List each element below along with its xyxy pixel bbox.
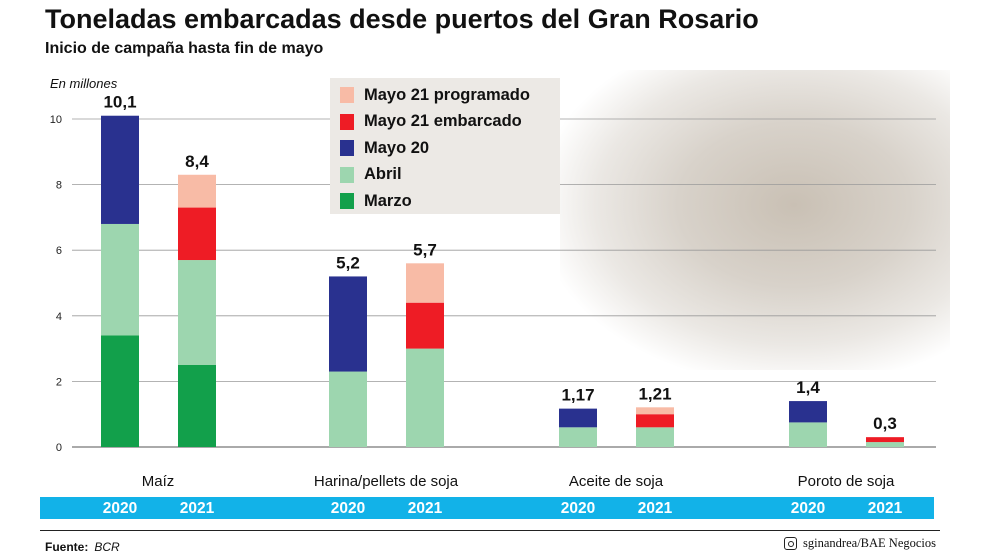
- bar-segment-mayo-21-embarcado: [406, 302, 444, 349]
- y-tick-label: 2: [56, 376, 62, 388]
- source-value: BCR: [94, 540, 120, 554]
- bar-segment-mayo-21-embarcado: [178, 207, 216, 261]
- y-tick-label: 4: [56, 311, 62, 323]
- bar-segment-abril: [101, 223, 139, 336]
- year-label: 2020: [330, 500, 366, 517]
- legend-label: Mayo 20: [364, 138, 430, 157]
- legend-label: Abril: [364, 165, 402, 183]
- year-label: 2021: [407, 500, 443, 517]
- bar-segment-abril: [559, 427, 597, 447]
- bar-segment-marzo: [101, 335, 139, 447]
- year-axis-band: [40, 497, 934, 519]
- x-category-label: Aceite de soja: [569, 473, 664, 490]
- bar-segment-marzo: [178, 365, 216, 447]
- year-label: 2020: [790, 500, 826, 517]
- bar-total-label: 5,7: [413, 240, 437, 259]
- legend-item: Marzo: [340, 190, 412, 212]
- bar-segment-abril: [636, 427, 674, 447]
- instagram-icon: [784, 537, 798, 550]
- bar-segment-mayo-20: [329, 276, 367, 372]
- legend-swatch: [340, 113, 354, 130]
- bar-total-label: 10,1: [103, 93, 136, 112]
- x-category-label: Harina/pellets de soja: [314, 473, 459, 490]
- legend-label: Marzo: [364, 191, 412, 210]
- year-label: 2021: [637, 500, 673, 517]
- legend-label: Mayo 21 embarcado: [364, 112, 522, 130]
- chart-legend: Mayo 21 programado Mayo 21 embarcado Mayo …: [330, 78, 560, 214]
- legend-label: Mayo 21 programado: [364, 85, 530, 104]
- source-label: Fuente:: [45, 540, 89, 554]
- bar-segment-abril: [329, 371, 367, 447]
- bar-segment-mayo-20: [101, 115, 139, 224]
- bar-total-label: 1,4: [796, 378, 820, 397]
- chart-subtitle: Inicio de campaña hasta fin de mayo: [45, 40, 324, 57]
- bar-segment-mayo-21-embarcado: [636, 414, 674, 428]
- bar-segment-mayo-21-programado: [178, 174, 216, 208]
- bar-segment-mayo-20: [559, 408, 597, 428]
- bar-segment-mayo-20: [789, 401, 827, 423]
- background-photo: [560, 70, 950, 370]
- legend-item: Abril: [340, 164, 402, 186]
- legend-item: Mayo 21 embarcado: [340, 111, 522, 133]
- y-tick-label: 6: [56, 245, 62, 257]
- legend-item: Mayo 20: [340, 137, 429, 159]
- y-axis-label: En millones: [50, 76, 118, 91]
- bar-total-label: 1,17: [561, 386, 594, 405]
- bar-segment-mayo-21-programado: [636, 407, 674, 415]
- x-category-label: Poroto de soja: [798, 473, 895, 490]
- legend-swatch: [340, 166, 354, 183]
- credit-text: sginandrea/BAE Negocios: [803, 536, 936, 550]
- y-tick-label: 8: [56, 180, 62, 192]
- bar-total-label: 0,3: [873, 414, 897, 433]
- source-note: Fuente: BCR: [45, 540, 120, 554]
- credit-note: sginandrea/BAE Negocios: [784, 536, 936, 551]
- legend-swatch: [340, 140, 354, 156]
- bar-total-label: 5,2: [336, 253, 360, 272]
- y-tick-label: 10: [50, 114, 62, 126]
- bar-total-label: 1,21: [638, 384, 671, 403]
- bar-total-label: 8,4: [185, 152, 209, 171]
- bar-segment-mayo-21-embarcado: [866, 437, 904, 443]
- bar-segment-abril: [406, 348, 444, 447]
- x-category-label: Maíz: [142, 473, 175, 490]
- legend-swatch: [340, 87, 354, 103]
- bar-segment-abril: [789, 422, 827, 447]
- footer-divider: [40, 530, 940, 531]
- year-label: 2021: [179, 500, 215, 517]
- year-label: 2021: [867, 500, 903, 517]
- bar-segment-abril: [866, 442, 904, 447]
- y-tick-label: 0: [56, 442, 62, 454]
- bar-segment-abril: [178, 260, 216, 365]
- year-label: 2020: [102, 500, 138, 517]
- legend-item: Mayo 21 programado: [340, 84, 530, 106]
- legend-swatch: [340, 193, 354, 209]
- bar-segment-mayo-21-programado: [406, 263, 444, 303]
- year-label: 2020: [560, 500, 596, 517]
- chart-title: Toneladas embarcadas desde puertos del G…: [45, 4, 759, 34]
